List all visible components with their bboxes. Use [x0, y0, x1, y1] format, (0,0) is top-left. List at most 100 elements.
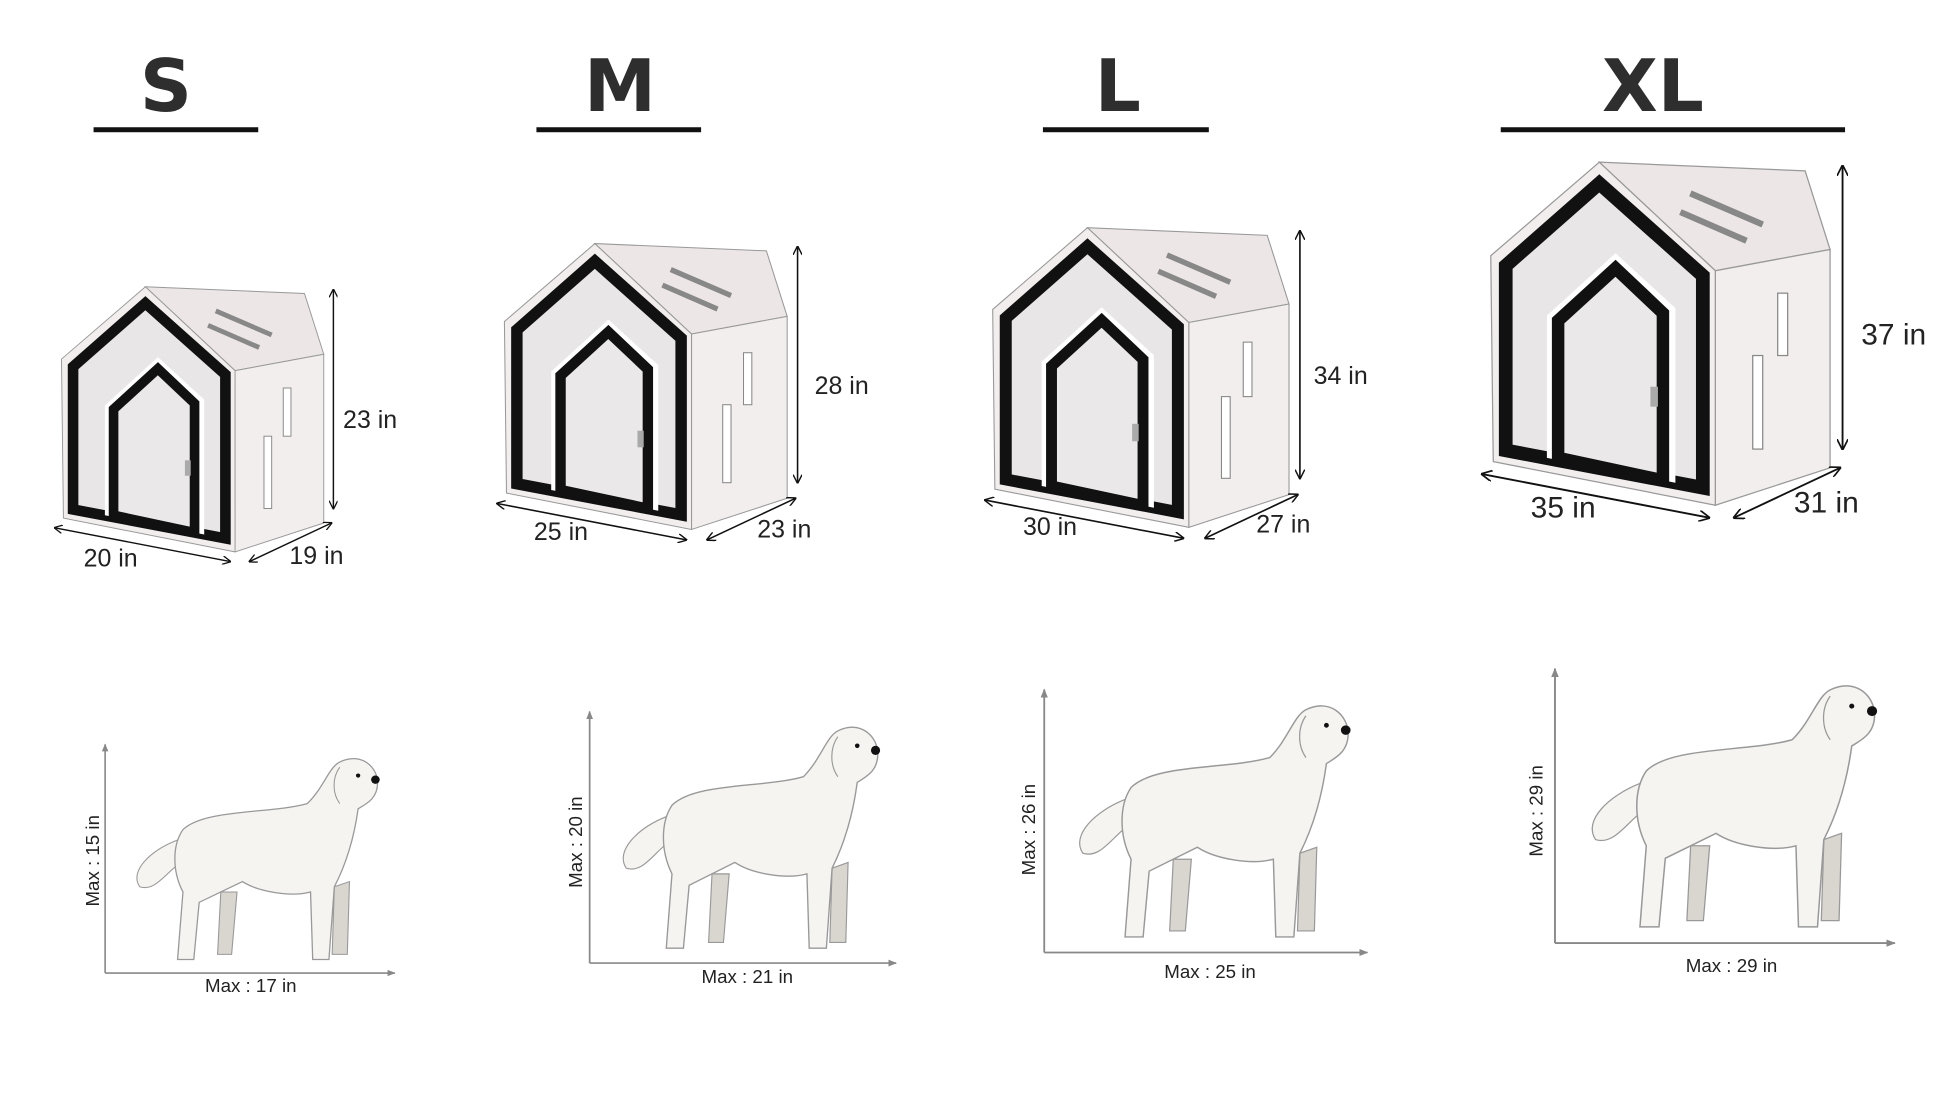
depth-arrow: [707, 498, 795, 540]
depth-arrow: [1205, 495, 1298, 539]
dog-house: [55, 286, 334, 562]
title-underline: [1500, 127, 1846, 133]
width-arrow: [55, 528, 230, 562]
roof-vent: [1165, 252, 1232, 285]
house-door: [108, 362, 200, 539]
dog-figure: [1040, 688, 1369, 957]
house-side-panel: [1714, 248, 1831, 507]
dog-house: [1482, 161, 1843, 518]
dog-tail: [136, 839, 184, 889]
house-door: [1046, 312, 1149, 513]
dog-leg: [1169, 858, 1193, 932]
side-vent: [742, 352, 753, 406]
dog-eye: [1324, 722, 1329, 728]
height-dimension: 28 in: [814, 373, 869, 401]
side-vent: [263, 435, 273, 509]
width-arrow: [985, 500, 1183, 538]
width-dimension: 20 in: [83, 545, 138, 573]
title-underline: [536, 127, 702, 133]
max-dog-height: Max : 29 in: [1526, 765, 1548, 857]
dog-leg: [1686, 845, 1711, 922]
door-latch-icon: [1132, 423, 1139, 442]
max-dog-length: Max : 29 in: [1685, 955, 1778, 977]
size-title: L: [1094, 43, 1141, 129]
title-underline: [93, 127, 259, 133]
side-vent: [1242, 341, 1253, 398]
dog-ear: [1822, 695, 1831, 741]
depth-arrow: [250, 523, 332, 562]
depth-dimension: 27 in: [1256, 511, 1311, 539]
depth-dimension: 31 in: [1793, 486, 1859, 521]
dog-nose: [870, 745, 881, 755]
width-arrow: [497, 503, 686, 539]
size-title: S: [139, 43, 192, 129]
side-vent: [1220, 396, 1231, 479]
dog-eye: [355, 773, 361, 778]
dog-leg: [1820, 832, 1843, 922]
depth-dimension: 19 in: [289, 542, 344, 571]
height-dimension: 23 in: [343, 406, 398, 435]
dog-figure: [101, 743, 396, 977]
dog-nose: [1866, 706, 1878, 717]
width-dimension: 25 in: [533, 518, 589, 547]
height-dimension: 37 in: [1861, 318, 1927, 352]
dog-nose: [371, 775, 380, 784]
size-title: XL: [1601, 43, 1704, 129]
dog-figure: [1551, 667, 1896, 947]
dog-house-illustration: [494, 242, 806, 549]
dog-ear: [831, 736, 839, 778]
dog-body: [174, 758, 379, 961]
depth-dimension: 23 in: [757, 516, 812, 544]
width-dimension: 30 in: [1022, 513, 1078, 542]
dog-body: [1121, 705, 1349, 938]
dog-tail: [1079, 798, 1132, 855]
dog-house-illustration: [50, 286, 343, 566]
side-vent: [282, 387, 292, 437]
roof-vent: [1689, 190, 1764, 228]
side-vent: [722, 404, 732, 484]
roof-vent: [1679, 209, 1748, 244]
roof-vent: [669, 267, 733, 298]
roof-vent: [207, 323, 261, 350]
roof-vent: [1157, 268, 1218, 299]
max-dog-length: Max : 17 in: [204, 975, 297, 997]
dog-nose: [1340, 725, 1351, 735]
width-arrow: [1482, 474, 1709, 518]
dog-size-figure: [586, 710, 897, 967]
dog-size-figure: [1551, 667, 1896, 947]
dog-icon: [1591, 685, 1878, 928]
dog-size-figure: [101, 743, 396, 977]
dog-house-illustration: [1478, 161, 1852, 524]
dog-leg: [331, 880, 351, 955]
dog-icon: [622, 726, 881, 949]
depth-arrow: [1734, 468, 1840, 518]
dog-leg: [1296, 846, 1318, 932]
dog-tail: [1591, 782, 1648, 842]
dog-figure: [586, 710, 897, 967]
height-dimension: 34 in: [1313, 363, 1368, 391]
dog-leg: [707, 873, 730, 944]
dog-leg: [829, 861, 849, 944]
door-latch-icon: [184, 460, 191, 476]
side-vent: [1752, 354, 1764, 450]
title-underline: [1042, 127, 1209, 133]
house-door: [555, 324, 654, 516]
dog-body: [662, 726, 879, 949]
dog-eye: [854, 743, 860, 749]
max-dog-length: Max : 21 in: [701, 966, 794, 989]
dog-ear: [1298, 715, 1307, 758]
dog-eye: [1849, 703, 1855, 709]
max-dog-length: Max : 25 in: [1164, 961, 1256, 984]
door-latch-icon: [1650, 386, 1658, 407]
dog-icon: [136, 758, 380, 961]
roof-vent: [214, 308, 273, 338]
dog-tail: [622, 815, 673, 870]
side-vent: [1777, 292, 1789, 357]
dog-size-figure: [1040, 688, 1369, 957]
dog-icon: [1079, 705, 1351, 938]
